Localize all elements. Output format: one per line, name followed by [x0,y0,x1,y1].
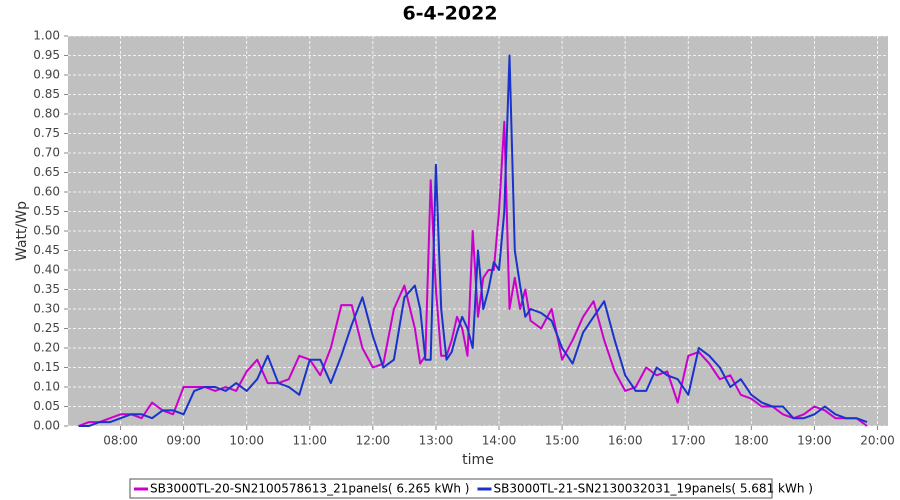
y-tick-label: 0.85 [33,87,60,101]
y-tick-label: 0.80 [33,107,60,121]
y-tick-label: 0.55 [33,204,60,218]
x-tick-label: 12:00 [356,434,391,448]
y-axis-label: Watt/Wp [14,201,30,261]
y-tick-label: 0.10 [33,380,60,394]
x-tick-label: 16:00 [608,434,643,448]
legend-label: SB3000TL-21-SN2130032031_19panels( 5.681… [493,482,812,496]
y-tick-label: 0.70 [33,146,60,160]
y-tick-label: 0.45 [33,243,60,257]
chart-title: 6-4-2022 [402,3,497,25]
legend-label: SB3000TL-20-SN2100578613_21panels( 6.265… [150,482,469,496]
y-tick-label: 0.20 [33,341,60,355]
x-tick-label: 17:00 [671,434,706,448]
y-tick-label: 0.75 [33,126,60,140]
x-tick-label: 18:00 [734,434,769,448]
series-line [78,54,868,427]
x-tick-label: 13:00 [419,434,454,448]
x-tick-label: 10:00 [229,434,264,448]
y-tick-label: 0.90 [33,68,60,82]
legend [129,478,773,499]
y-tick-label: 0.00 [33,419,60,433]
y-tick-label: 0.40 [33,263,60,277]
x-tick-label: 11:00 [292,434,327,448]
x-tick-label: 08:00 [103,434,138,448]
x-tick-label: 19:00 [797,434,832,448]
x-tick-label: 14:00 [482,434,517,448]
y-tick-label: 0.50 [33,224,60,238]
x-tick-label: 15:00 [545,434,580,448]
y-tick-label: 1.00 [33,29,60,43]
y-tick-label: 0.65 [33,165,60,179]
y-tick-label: 0.05 [33,399,60,413]
x-axis-label: time [462,452,494,468]
x-tick-label: 09:00 [166,434,201,448]
y-tick-label: 0.25 [33,321,60,335]
y-tick-label: 0.95 [33,48,60,62]
y-tick-label: 0.35 [33,282,60,296]
y-tick-label: 0.15 [33,360,60,374]
x-tick-label: 20:00 [860,434,895,448]
y-tick-label: 0.30 [33,302,60,316]
y-tick-label: 0.60 [33,185,60,199]
